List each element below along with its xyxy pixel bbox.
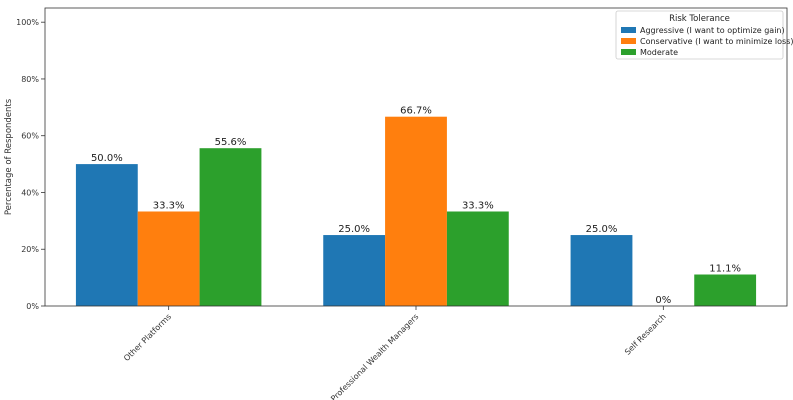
legend-title: Risk Tolerance xyxy=(669,14,730,24)
data-labels-layer: 50.0% 33.3% 55.6% 25.0% 66.7% 33.3% 25.0% 0% 11.… xyxy=(91,106,741,306)
data-label-1-1: 66.7% xyxy=(400,106,432,117)
bar-1-0 xyxy=(137,211,200,306)
data-label-2-0: 55.6% xyxy=(215,137,247,148)
data-label-0-1: 25.0% xyxy=(338,224,370,235)
y-tick-label: 40% xyxy=(21,188,39,197)
legend-entry-1: Conservative (I want to minimize loss) xyxy=(640,37,793,46)
y-tick-label: 60% xyxy=(21,132,39,141)
data-label-1-2: 0% xyxy=(655,295,671,306)
y-tick-label: 20% xyxy=(21,245,39,254)
data-label-1-0: 33.3% xyxy=(153,200,185,211)
x-tick-label: Professional Wealth Managers xyxy=(329,312,420,400)
bar-0-2 xyxy=(570,235,633,306)
bar-2-1 xyxy=(446,211,509,306)
legend-entry-0: Aggressive (I want to optimize gain) xyxy=(640,26,785,35)
y-tick-label: 0% xyxy=(26,302,39,311)
data-label-0-0: 50.0% xyxy=(91,153,123,164)
legend-entry-2: Moderate xyxy=(640,48,678,57)
data-label-2-2: 11.1% xyxy=(709,264,741,275)
bar-0-1 xyxy=(323,235,386,306)
y-tick-label: 100% xyxy=(16,18,39,27)
x-tick-label: Self Research xyxy=(623,312,668,357)
y-tick-label: 80% xyxy=(21,75,39,84)
data-label-2-1: 33.3% xyxy=(462,200,494,211)
bar-1-1 xyxy=(385,116,447,306)
bar-0-0 xyxy=(75,164,138,306)
bar-2-2 xyxy=(694,274,757,306)
legend-swatch-1 xyxy=(621,38,636,44)
bar-2-0 xyxy=(199,148,262,306)
legend-swatch-0 xyxy=(621,27,636,33)
data-label-0-2: 25.0% xyxy=(586,224,618,235)
bars-layer xyxy=(75,116,757,306)
legend: Risk Tolerance Aggressive (I want to opti… xyxy=(615,10,793,60)
x-tick-label: Other Platforms xyxy=(122,312,173,363)
y-axis-title: Percentage of Respondents xyxy=(4,98,14,215)
legend-swatch-2 xyxy=(621,49,636,55)
legend-box xyxy=(615,10,784,60)
